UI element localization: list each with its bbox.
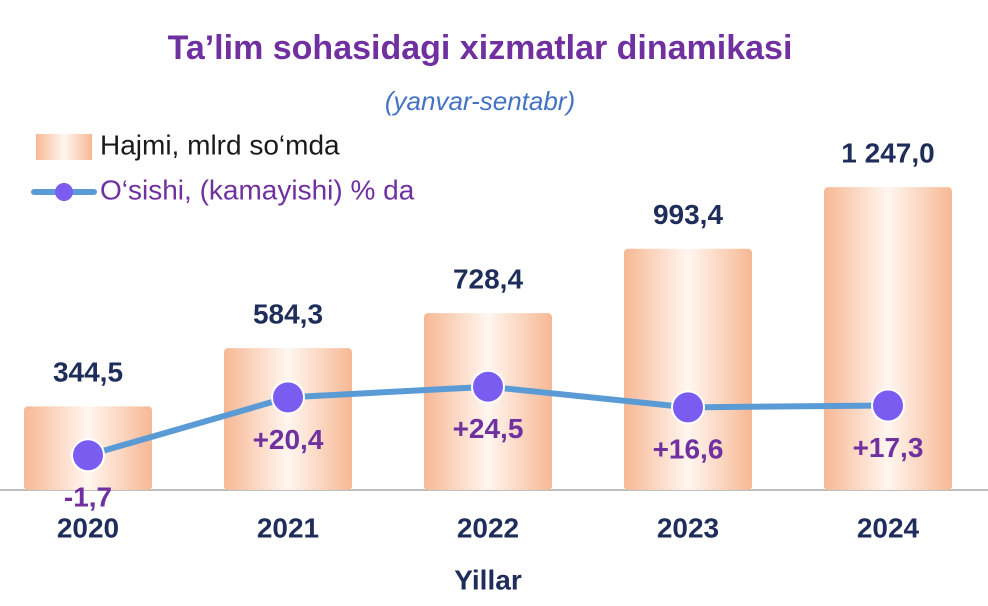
x-tick-label: 2022 xyxy=(457,512,519,543)
x-tick-label: 2020 xyxy=(57,512,119,543)
x-axis-label: Yillar xyxy=(454,564,522,595)
line-marker xyxy=(671,390,705,425)
legend-marker xyxy=(55,183,73,201)
bar-value-label: 1 247,0 xyxy=(841,138,934,169)
x-tick-label: 2024 xyxy=(857,512,920,543)
line-value-label: +16,6 xyxy=(653,434,724,465)
bar-value-label: 344,5 xyxy=(53,357,123,388)
bar-value-label: 728,4 xyxy=(453,263,523,294)
line-marker xyxy=(271,380,305,415)
legend-label: O‘sishi, (kamayishi) % da xyxy=(100,174,415,205)
bar xyxy=(824,187,952,490)
bar xyxy=(224,348,352,490)
line-value-label: -1,7 xyxy=(64,482,112,513)
line-value-label: +20,4 xyxy=(253,424,324,455)
line-marker xyxy=(471,369,505,404)
line-value-label: +17,3 xyxy=(853,432,924,463)
x-tick-label: 2021 xyxy=(257,512,319,543)
x-tick-label: 2023 xyxy=(657,512,719,543)
bar-value-label: 584,3 xyxy=(253,298,323,329)
bar xyxy=(624,248,752,490)
legend-label: Hajmi, mlrd so‘mda xyxy=(100,129,340,160)
chart-title: Ta’lim sohasidagi xizmatlar dinamikasi xyxy=(168,29,793,67)
legend-swatch xyxy=(36,134,92,160)
line-marker xyxy=(871,388,905,423)
bar-value-label: 993,4 xyxy=(653,199,723,230)
chart-subtitle: (yanvar-sentabr) xyxy=(385,86,575,116)
line-marker xyxy=(71,438,105,473)
line-value-label: +24,5 xyxy=(453,413,524,444)
